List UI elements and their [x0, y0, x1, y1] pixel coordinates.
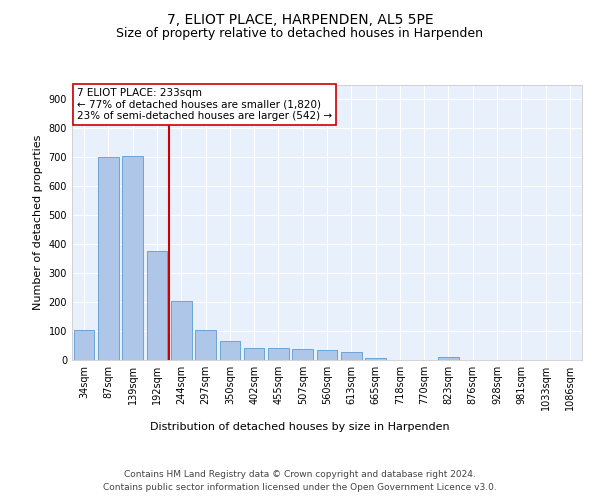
Bar [292, 349, 313, 360]
Text: Size of property relative to detached houses in Harpenden: Size of property relative to detached ho… [116, 28, 484, 40]
Bar [220, 341, 240, 360]
Bar [195, 330, 216, 360]
Bar [365, 358, 386, 360]
Bar [268, 348, 289, 360]
Bar [341, 352, 362, 360]
Text: 7, ELIOT PLACE, HARPENDEN, AL5 5PE: 7, ELIOT PLACE, HARPENDEN, AL5 5PE [167, 12, 433, 26]
Text: Contains HM Land Registry data © Crown copyright and database right 2024.: Contains HM Land Registry data © Crown c… [124, 470, 476, 479]
Bar [74, 330, 94, 360]
Y-axis label: Number of detached properties: Number of detached properties [33, 135, 43, 310]
Text: 7 ELIOT PLACE: 233sqm
← 77% of detached houses are smaller (1,820)
23% of semi-d: 7 ELIOT PLACE: 233sqm ← 77% of detached … [77, 88, 332, 121]
Bar [98, 158, 119, 360]
Bar [244, 348, 265, 360]
Bar [171, 300, 191, 360]
Text: Contains public sector information licensed under the Open Government Licence v3: Contains public sector information licen… [103, 482, 497, 492]
Bar [122, 156, 143, 360]
Bar [317, 350, 337, 360]
Bar [146, 252, 167, 360]
Text: Distribution of detached houses by size in Harpenden: Distribution of detached houses by size … [150, 422, 450, 432]
Bar [438, 356, 459, 360]
